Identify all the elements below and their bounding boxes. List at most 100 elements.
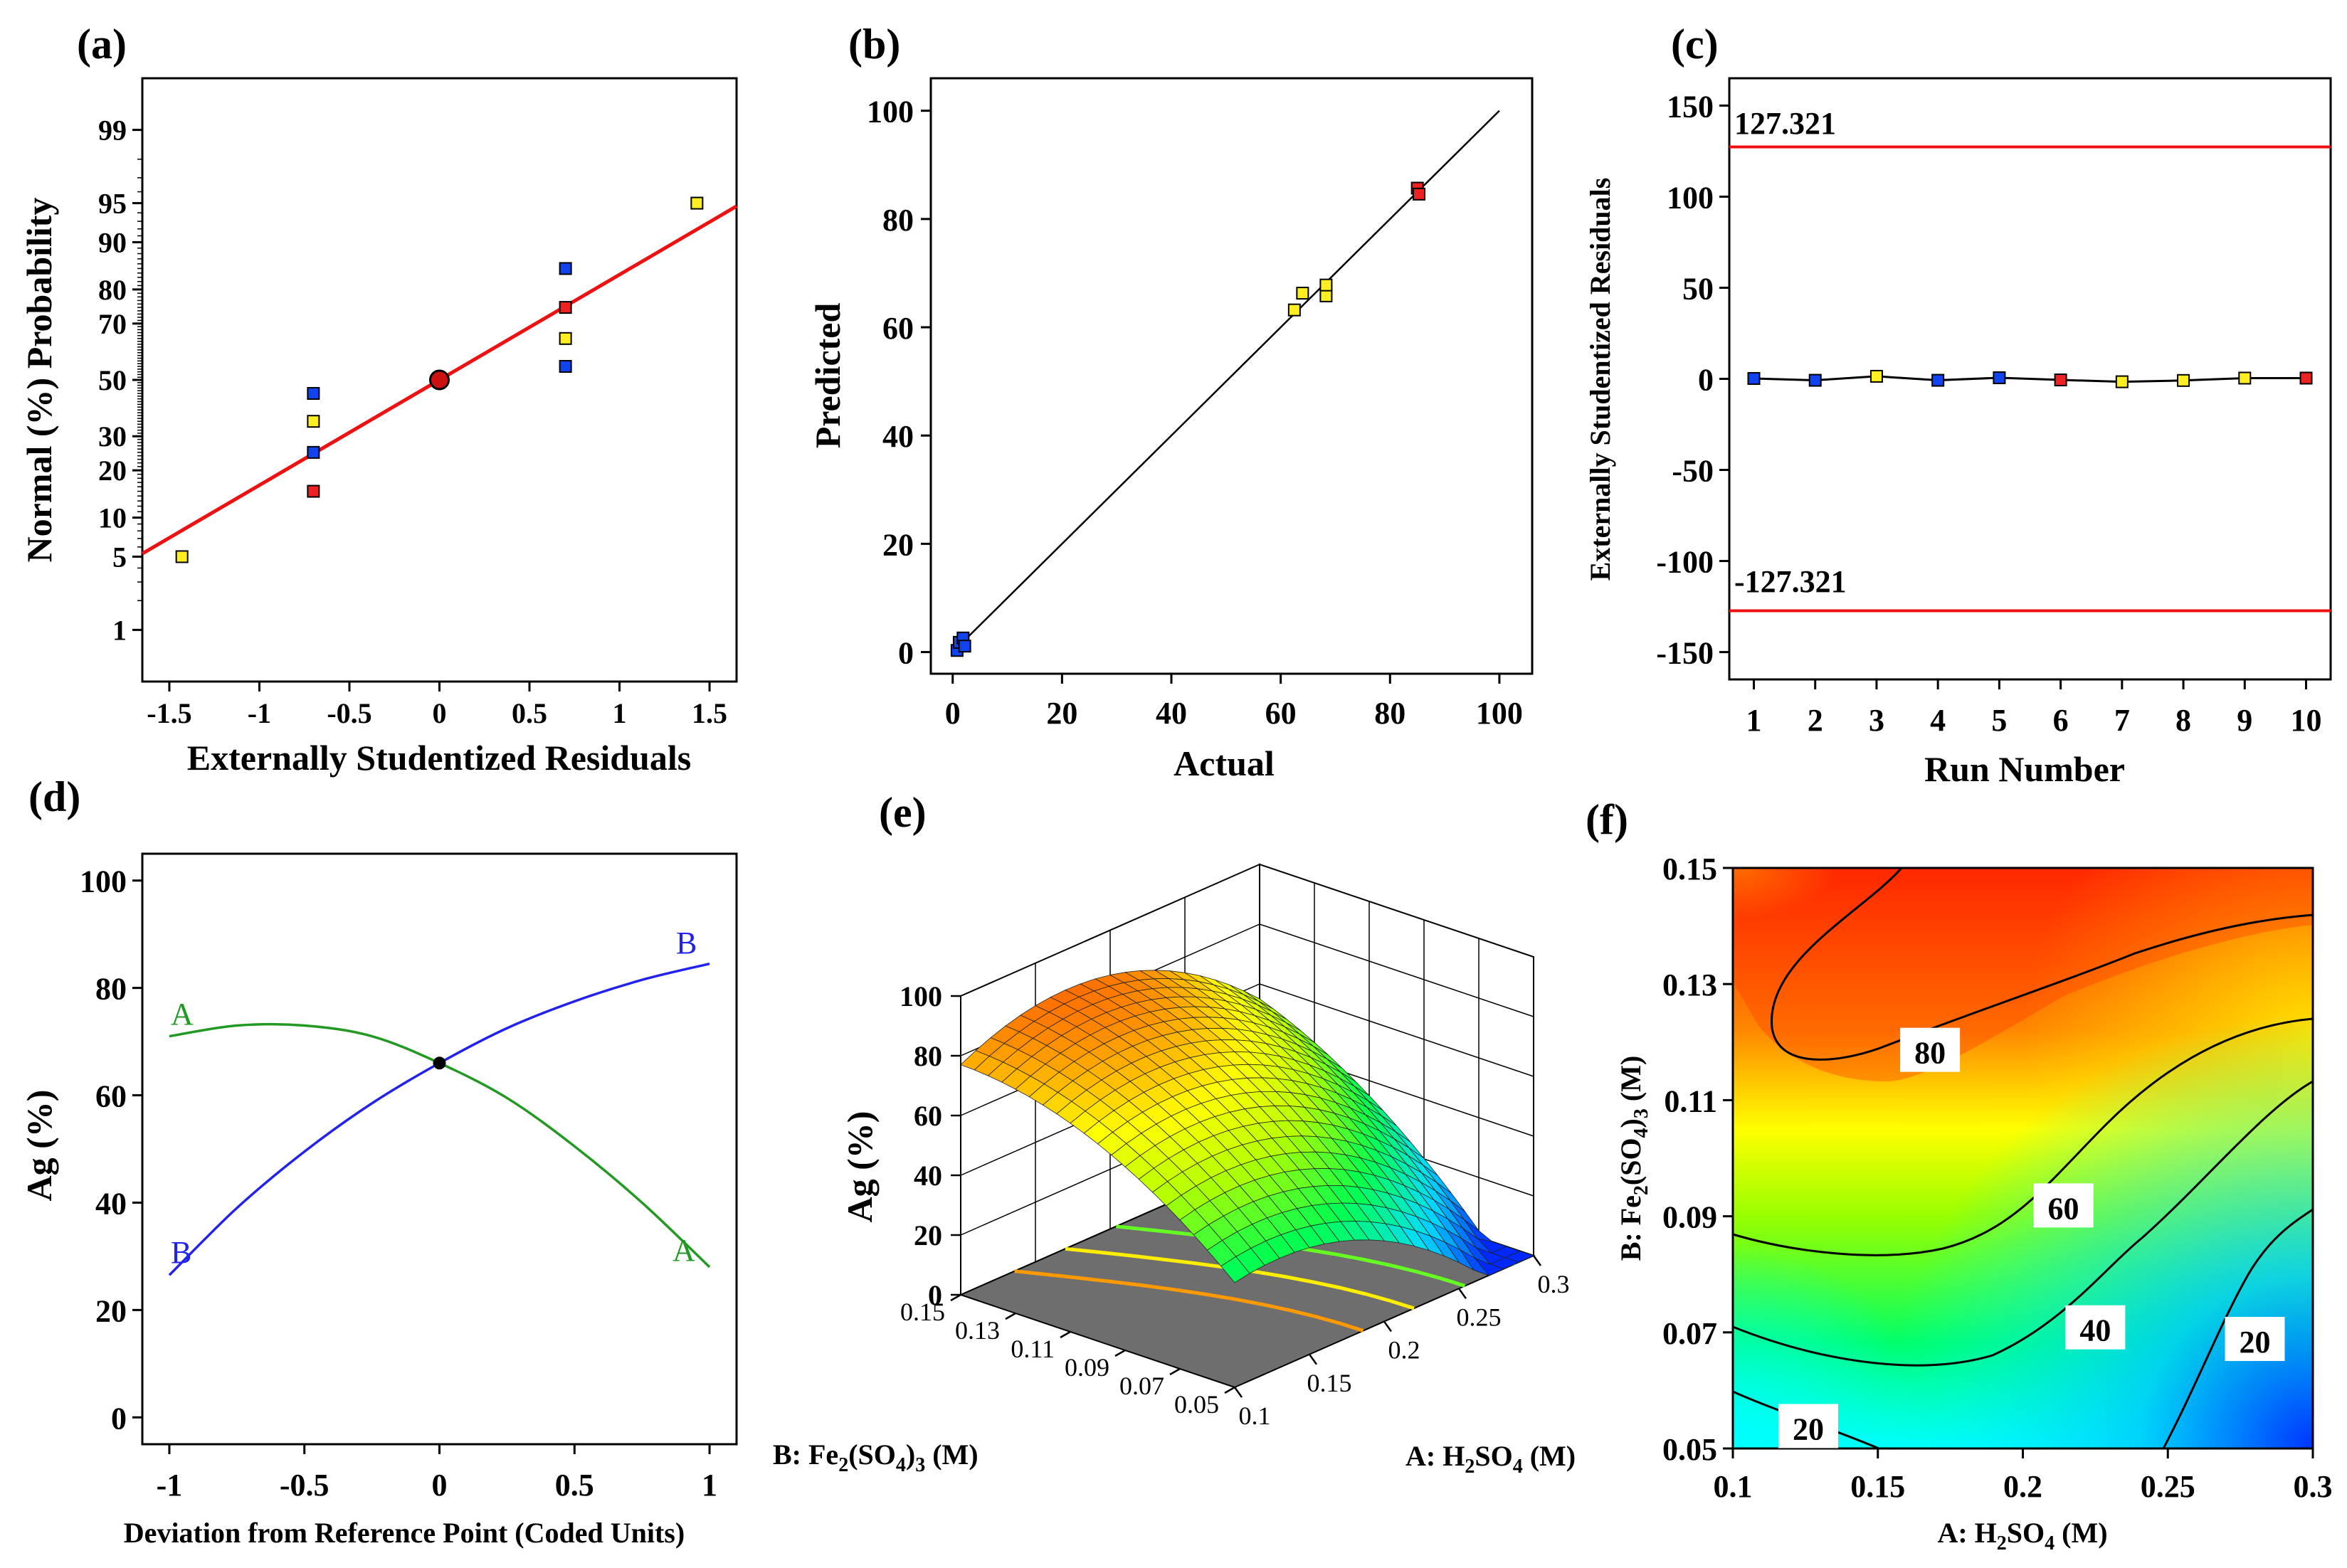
panel-e-z-axis-title: Ag (%) [840,1111,880,1223]
panel-a-x-tick-label: 0 [433,697,447,729]
panel-c-point [1869,369,1883,383]
panel-d-perturbation-plot: -1 -0.5 0 0.5 1 0 20 40 60 80 100 A A B B Deviati… [19,852,738,1549]
panel-a-point [307,415,320,428]
panel-b-diagonal-line [951,110,1500,653]
panel-f-x-axis-title: A: H2SO4 (M) [1937,1517,2107,1554]
panel-e-x-tick [1308,1354,1318,1365]
panel-f-x-tick-label: 0.25 [2141,1469,2195,1504]
panel-a-y-tick-label: 1 [112,614,127,646]
panel-c-lower-limit-label: -127.321 [1734,564,1847,599]
panel-label-a: (a) [77,21,127,68]
panel-e-surface [960,970,1535,1283]
panel-a-y-tick-label: 5 [112,541,127,573]
panel-c-y-tick-label: 0 [1698,363,1714,398]
panel-b-y-ticks: 0 20 40 60 80 100 [867,95,931,671]
panel-d-x-tick-label: 0.5 [555,1468,594,1503]
panel-d-y-ticks: 0 20 40 60 80 100 [80,864,142,1436]
panel-b-point [1287,303,1301,317]
panel-f-y-tick-label: 0.09 [1662,1200,1717,1235]
panel-e-x-tick-label: 0.25 [1457,1303,1502,1331]
panel-a-point [175,550,189,563]
panel-c-point [2299,371,2313,385]
panel-c-x-axis-title: Run Number [1924,749,2125,789]
panel-e-z-tick-label: 0 [928,1279,942,1311]
panel-e-z-tick-label: 40 [914,1160,942,1192]
panel-b-y-tick-label: 80 [882,203,914,238]
panel-a-points [175,196,704,563]
panel-b-y-tick-label: 100 [867,95,914,129]
panel-c-point [2115,375,2129,388]
panel-c-y-tick-label: 100 [1667,180,1714,215]
panel-e-z-tick-label: 80 [914,1040,942,1072]
panel-f-contour-label: 60 [2048,1191,2079,1226]
panel-e-x-tick-label: 0.15 [1307,1369,1352,1397]
panel-c-point [1808,374,1822,387]
panel-e-x-tick [1383,1320,1393,1333]
panel-a-point [307,484,320,498]
panel-f-y-tick-label: 0.11 [1664,1084,1717,1118]
panel-b-y-tick-label: 40 [882,419,914,454]
panel-a-point [559,332,572,345]
panel-a-point [559,301,572,314]
panel-e-y-tick-label: 0.13 [955,1316,1000,1345]
panel-b-y-tick-label: 0 [898,636,914,671]
panel-e-x-axis-title: A: H2SO4 (M) [1405,1440,1576,1478]
panel-b-y-axis-title: Predicted [808,303,848,449]
panel-f-y-tick-label: 0.15 [1662,852,1717,886]
panel-c-y-tick-label: 50 [1682,271,1714,306]
panel-f-contour-labels: 80 60 40 20 20 [1778,1027,2285,1448]
panel-e-y-axis-title: B: Fe2(SO4)3 (M) [773,1439,979,1476]
panel-label-d: (d) [28,773,80,820]
panel-b-frame [929,77,1534,675]
panel-f-y-tick-label: 0.05 [1662,1432,1717,1467]
panel-b-point [1319,278,1333,292]
panel-a-y-minor-ticks [137,129,142,631]
panel-f-contour-label: 40 [2079,1313,2111,1348]
panel-a-y-tick-label: 70 [98,308,127,340]
panel-e-y-tick-label: 0.09 [1065,1353,1109,1382]
panel-e-y-tick [1005,1312,1016,1320]
panel-d-x-tick-label: -0.5 [280,1468,329,1503]
panel-a-y-tick-label: 30 [98,420,127,452]
panel-e-y-tick [1224,1386,1235,1394]
panel-d-label-a-start: A [171,997,194,1032]
panel-e-y-tick-label: 0.11 [1011,1335,1055,1363]
panel-d-reference-point [433,1056,446,1070]
panel-c-x-tick-label: 3 [1869,703,1884,738]
panel-d-x-tick-label: -1 [157,1468,183,1503]
panel-e-x-tick-label: 0.2 [1388,1336,1420,1365]
panel-f-x-tick-label: 0.15 [1850,1469,1905,1504]
panel-d-x-tick-label: 1 [702,1468,717,1503]
panel-f-x-tick-label: 0.2 [2003,1469,2042,1504]
panel-a-x-tick-label: -0.5 [327,697,371,729]
panel-b-predicted-vs-actual-plot: 0 20 40 60 80 100 0 20 40 60 80 100 Actual Predict… [808,77,1534,783]
panel-f-contour-label: 20 [2240,1325,2271,1360]
panel-e-y-tick [1114,1349,1126,1357]
panel-e-x-tick [1457,1288,1467,1299]
panel-f-contour-20-right [2162,1208,2314,1449]
panel-e-z-tick-label: 100 [900,980,942,1012]
panel-c-y-axis-title: Externally Studentized Residuals [1584,178,1616,581]
panel-d-y-tick-label: 80 [95,972,127,1007]
panel-e-x-tick [1233,1387,1243,1398]
panel-f-heatmap [1733,868,2313,1448]
panel-c-residuals-vs-run-plot: 1 2 3 4 5 6 7 8 9 10 -150 -100 -50 0 50 100 150 127.321… [1584,77,2332,789]
panel-c-x-tick-label: 8 [2175,703,2191,738]
panel-b-x-tick-label: 20 [1046,696,1077,731]
panel-a-x-tick-label: 0.5 [512,697,547,729]
panel-e-y-tick [1060,1330,1071,1339]
panel-a-x-axis-title: Externally Studentized Residuals [187,738,691,778]
panel-c-upper-limit-label: 127.321 [1734,106,1836,141]
panel-d-label-a-end: A [673,1233,695,1268]
panel-a-y-tick-label: 90 [98,226,127,258]
panel-a-x-tick-label: 1 [613,697,627,729]
panel-e-floor-contour [1014,1269,1364,1333]
panel-b-x-tick-label: 60 [1265,696,1297,731]
panel-e-y-tick-label: 0.05 [1174,1390,1219,1419]
panel-d-y-tick-label: 40 [95,1186,127,1221]
panel-f-contour-label-bg [1900,1027,1961,1072]
panel-a-y-tick-label: 20 [98,455,127,487]
panel-e-x-tick-label: 0.1 [1239,1402,1271,1430]
